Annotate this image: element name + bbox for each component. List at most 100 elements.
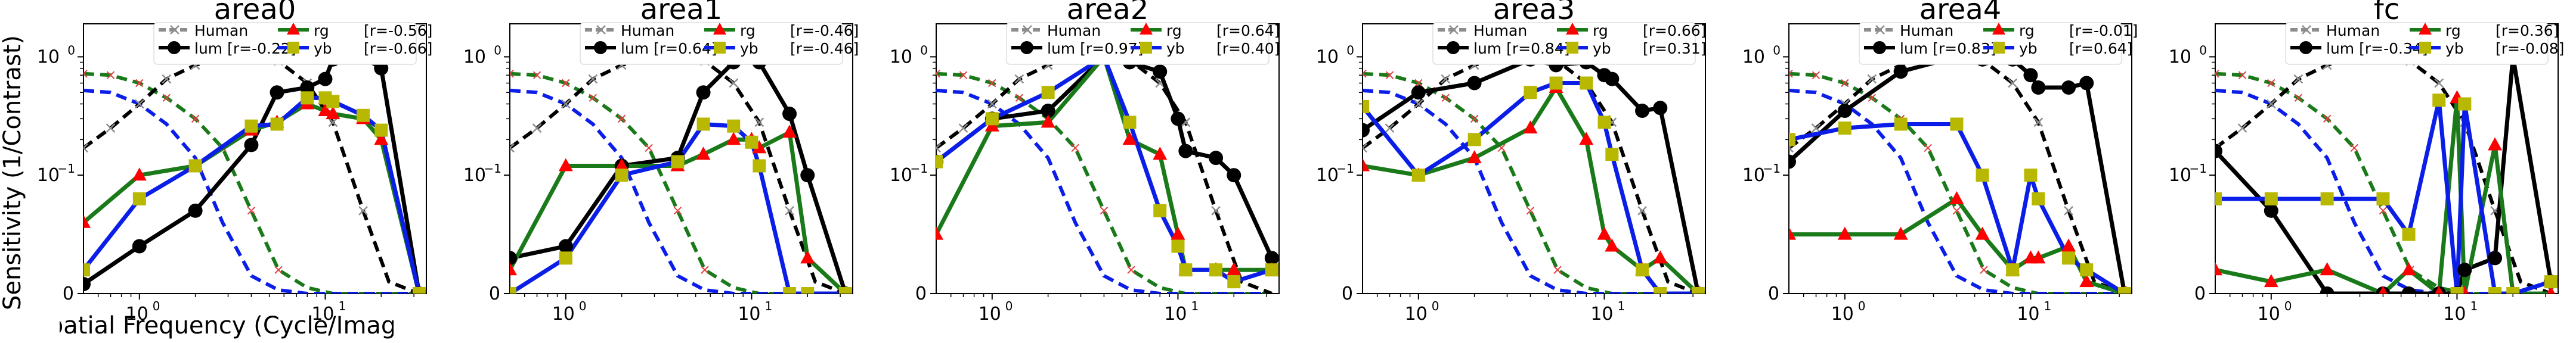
yb-point xyxy=(2264,192,2278,205)
yb-point xyxy=(1976,169,1989,182)
legend-entry-human: Human xyxy=(1473,22,1527,39)
y-tick-label: 0 xyxy=(915,283,927,304)
y-tick-label: 0 xyxy=(1342,283,1353,304)
legend-rg-marker xyxy=(713,23,726,35)
rg-reference-marker xyxy=(2294,93,2303,102)
rg-point xyxy=(510,262,517,276)
x-tick-exponent: 0 xyxy=(153,299,160,313)
y-tick-label: 0 xyxy=(1768,283,1779,304)
y-tick-label: 10 xyxy=(1316,46,1339,67)
human-marker xyxy=(729,78,739,88)
x-tick-label: 10 xyxy=(738,304,760,325)
yb-point xyxy=(936,155,943,169)
legend-entry-yb-corr: [r=-0.08] xyxy=(2496,40,2564,57)
plot-area xyxy=(2215,49,2558,294)
rg-point xyxy=(1949,191,1964,204)
rg-reference-marker xyxy=(701,266,709,274)
legend-entry-yb: yb xyxy=(314,40,332,57)
y-tick-label: 0 xyxy=(63,283,74,304)
rg-point xyxy=(1171,226,1185,240)
panel-title: area1 xyxy=(640,0,723,26)
y-tick-label: 10 xyxy=(890,46,912,67)
y-tick-exponent: −1 xyxy=(1763,161,1781,176)
rg-reference-marker xyxy=(191,114,200,123)
human-marker xyxy=(358,205,368,216)
lum-point xyxy=(2023,68,2038,83)
y-tick-exponent: 0 xyxy=(2199,43,2207,57)
rg-point xyxy=(1597,226,1612,240)
rg-point xyxy=(1579,132,1594,145)
y-tick-exponent: −1 xyxy=(2190,161,2207,176)
rg-reference-marker xyxy=(532,71,541,79)
legend-entry-human: Human xyxy=(2326,22,2380,39)
human-marker xyxy=(510,143,515,153)
rg-reference-marker xyxy=(1127,266,1135,274)
rg-reference-marker xyxy=(936,70,940,78)
rg-reference-marker xyxy=(1100,207,1109,215)
legend-box xyxy=(153,22,417,65)
human-marker xyxy=(958,123,968,133)
lum-point xyxy=(1653,101,1668,116)
legend-entry-rg-corr: [r=0.36] xyxy=(2496,22,2559,39)
lum-point xyxy=(1837,104,1852,119)
rg-point xyxy=(2031,250,2046,264)
human-marker xyxy=(1413,99,1423,109)
plot-area xyxy=(936,49,1279,294)
rg-reference-marker xyxy=(1071,144,1079,152)
legend-entry-rg-corr: [r=-0.56] xyxy=(364,22,432,39)
yb-point xyxy=(1691,287,1705,294)
yb-point xyxy=(2544,275,2558,289)
rg-point xyxy=(132,167,147,181)
legend-entry-rg: rg xyxy=(314,22,329,39)
rg-point xyxy=(1153,146,1168,160)
rg-point xyxy=(782,124,797,138)
legend-entry-lum: lum [r=0.97] xyxy=(1047,40,1144,57)
x-tick-exponent: 0 xyxy=(1005,299,1013,313)
rg-reference-marker xyxy=(2350,144,2358,152)
legend-entry-lum: lum [r=0.84] xyxy=(1473,40,1570,57)
yb-point xyxy=(1467,133,1481,146)
legend-lum-marker xyxy=(2299,41,2312,54)
yb-point xyxy=(696,117,710,131)
x-tick-label: 10 xyxy=(1831,304,1854,325)
yb-point xyxy=(2080,263,2094,277)
rg-reference-marker xyxy=(988,79,996,88)
legend-entry-yb-corr: [r=-0.66] xyxy=(364,40,432,57)
legend-lum-marker xyxy=(1447,41,1460,54)
rg-reference-marker xyxy=(510,70,514,78)
rg-point xyxy=(1893,226,1908,240)
x-tick-label: 10 xyxy=(1590,304,1613,325)
legend-entry-rg-corr: [r=-0.46] xyxy=(790,22,859,39)
legend-box xyxy=(1432,22,1696,65)
yb-point xyxy=(1636,263,1649,277)
legend-entry-yb-corr: [r=0.40] xyxy=(1216,40,1280,57)
rg-point xyxy=(1227,262,1241,276)
rg-reference-marker xyxy=(1414,79,1423,88)
human-marker xyxy=(1363,143,1367,153)
x-tick-label: 10 xyxy=(1405,304,1428,325)
legend-human-marker xyxy=(1023,25,1032,35)
rg-point xyxy=(374,132,389,145)
yb-point xyxy=(745,135,758,149)
human-marker xyxy=(936,143,941,153)
rg-reference-marker xyxy=(645,144,653,152)
legend-rg-marker xyxy=(1566,23,1579,35)
lum-point xyxy=(2488,251,2503,266)
legend-rg-marker xyxy=(1992,23,2005,35)
y-tick-label: 0 xyxy=(489,283,500,304)
legend-entry-yb-corr: [r=0.64] xyxy=(2069,40,2132,57)
x-tick-exponent: 0 xyxy=(1858,299,1866,313)
rg-reference-marker xyxy=(2379,207,2388,215)
figure-ylabel: Sensitivity (1/Contrast) xyxy=(0,35,26,310)
legend-lum-marker xyxy=(1020,41,1033,54)
rg-point xyxy=(726,132,741,145)
legend-entry-yb-corr: [r=0.31] xyxy=(1643,40,1706,57)
rg-point xyxy=(752,140,767,154)
y-tick-exponent: −1 xyxy=(58,161,75,176)
legend-human-marker xyxy=(596,25,606,35)
